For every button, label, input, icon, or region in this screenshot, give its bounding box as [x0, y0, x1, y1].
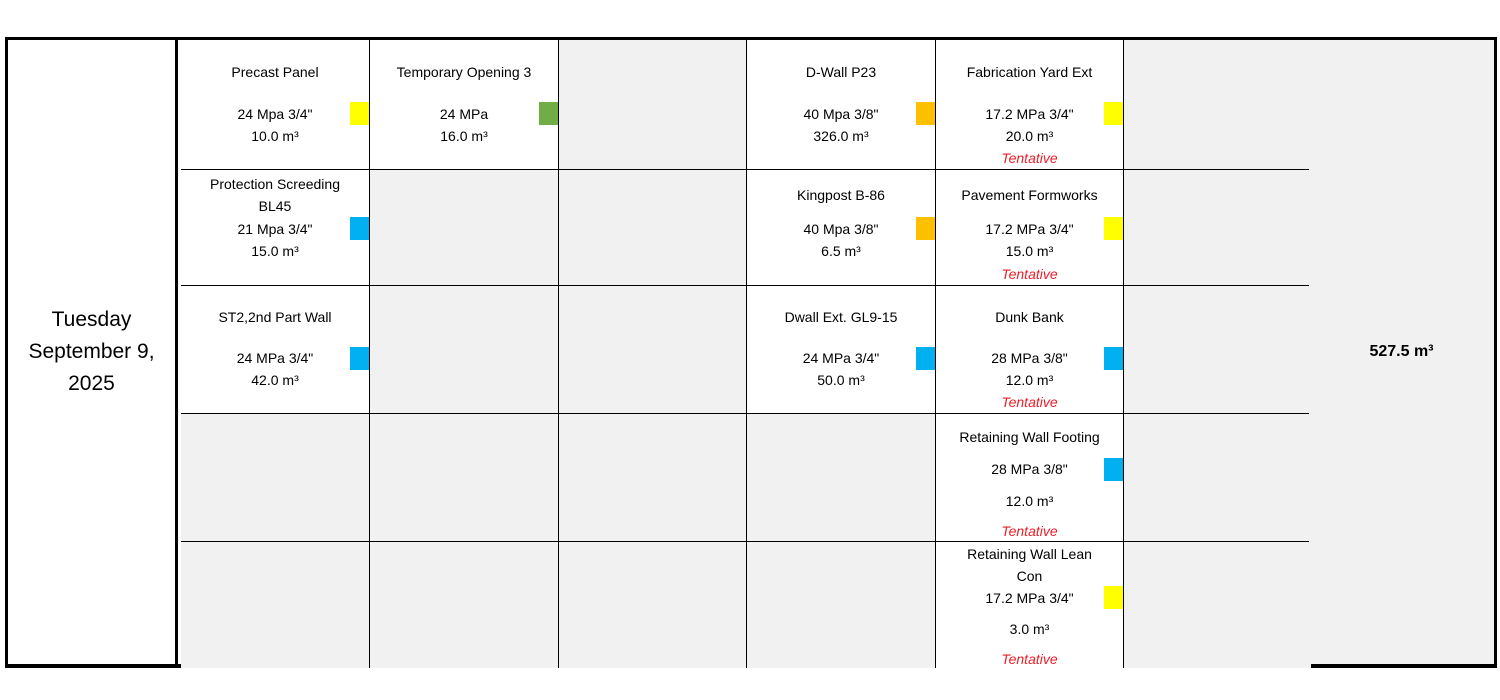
empty-cell — [181, 542, 370, 668]
pour-spec: 40 Mpa 3/8" — [803, 221, 879, 237]
empty-cell — [1124, 286, 1312, 414]
pour-cell-kingpost-b86[interactable]: Kingpost B-86 40 Mpa 3/8" 6.5 m³ — [747, 170, 936, 286]
tentative-label: Tentative — [1001, 150, 1058, 166]
pour-volume: 12.0 m³ — [1005, 493, 1054, 509]
pour-volume: 16.0 m³ — [440, 128, 488, 144]
empty-cell — [370, 542, 559, 668]
mix-color-swatch-orange — [916, 217, 935, 240]
pour-spec: 24 Mpa 3/4" — [237, 106, 313, 122]
date-year: 2025 — [68, 372, 115, 395]
pour-cell-dunk-bank[interactable]: Dunk Bank 28 MPa 3/8" 12.0 m³ Tentative — [936, 286, 1124, 414]
pour-spec: 17.2 MPa 3/4" — [985, 221, 1074, 237]
pour-title-line1: Retaining Wall Lean — [967, 546, 1092, 562]
empty-cell — [559, 170, 747, 286]
date-cell: Tuesday September 9, 2025 — [8, 40, 178, 664]
empty-cell — [370, 286, 559, 414]
empty-cell — [1124, 414, 1312, 542]
date-month-day: September 9, — [28, 340, 155, 363]
pour-spec: 24 MPa 3/4" — [236, 350, 314, 366]
pour-cell-fabrication-yard-ext[interactable]: Fabrication Yard Ext 17.2 MPa 3/4" 20.0 … — [936, 40, 1124, 170]
date-weekday: Tuesday — [51, 308, 132, 331]
pour-spec: 28 MPa 3/8" — [991, 461, 1068, 477]
empty-cell — [559, 40, 747, 170]
pour-title: Dwall Ext. GL9-15 — [784, 309, 898, 325]
pour-volume: 10.0 m³ — [251, 128, 299, 144]
tentative-label: Tentative — [1001, 651, 1058, 667]
pour-title-line1: Protection Screeding — [210, 176, 340, 192]
tentative-label: Tentative — [1001, 394, 1058, 410]
mix-color-swatch-blue — [1104, 458, 1123, 481]
pour-title: Fabrication Yard Ext — [966, 64, 1093, 80]
empty-cell — [1124, 170, 1312, 286]
mix-color-swatch-yellow — [350, 102, 369, 125]
tentative-label: Tentative — [1001, 266, 1058, 282]
mix-color-swatch-yellow — [1104, 102, 1123, 125]
mix-color-swatch-blue — [1104, 347, 1123, 370]
empty-cell — [747, 542, 936, 668]
empty-cell — [370, 414, 559, 542]
pour-title: Kingpost B-86 — [797, 187, 885, 203]
pour-volume: 20.0 m³ — [1005, 128, 1054, 144]
pour-cell-temporary-opening-3[interactable]: Temporary Opening 3 24 MPa 16.0 m³ — [370, 40, 559, 170]
pour-spec: 24 MPa — [439, 106, 489, 122]
pour-title: Temporary Opening 3 — [396, 64, 532, 80]
pour-volume: 12.0 m³ — [1005, 372, 1054, 388]
pour-spec: 17.2 MPa 3/4" — [985, 106, 1074, 122]
mix-color-swatch-blue — [350, 217, 369, 240]
pour-spec: 40 Mpa 3/8" — [803, 106, 879, 122]
pour-volume: 50.0 m³ — [817, 372, 865, 388]
pour-volume: 6.5 m³ — [821, 243, 861, 259]
empty-cell — [559, 414, 747, 542]
mix-color-swatch-green — [539, 102, 558, 125]
pour-spec: 24 MPa 3/4" — [802, 350, 880, 366]
pour-title: D-Wall P23 — [805, 64, 877, 80]
pour-cell-protection-screeding[interactable]: Protection Screeding BL45 21 Mpa 3/4" 15… — [181, 170, 370, 286]
mix-color-swatch-yellow — [1104, 586, 1123, 609]
pour-cell-pavement-formworks[interactable]: Pavement Formworks 17.2 MPa 3/4" 15.0 m³… — [936, 170, 1124, 286]
empty-cell — [370, 170, 559, 286]
mix-color-swatch-orange — [916, 102, 935, 125]
pour-cell-retaining-wall-lean-con[interactable]: Retaining Wall Lean Con 17.2 MPa 3/4" 3.… — [936, 542, 1124, 668]
pour-cell-precast-panel[interactable]: Precast Panel 24 Mpa 3/4" 10.0 m³ — [181, 40, 370, 170]
pour-cell-retaining-wall-footing[interactable]: Retaining Wall Footing 28 MPa 3/8" 12.0 … — [936, 414, 1124, 542]
pour-volume: 15.0 m³ — [1005, 243, 1054, 259]
empty-cell — [559, 542, 747, 668]
total-volume: 527.5 m³ — [1369, 343, 1434, 360]
pour-title-line2: BL45 — [258, 198, 292, 214]
pour-title: ST2,2nd Part Wall — [218, 309, 332, 325]
pour-spec: 17.2 MPa 3/4" — [985, 590, 1074, 606]
empty-cell — [1124, 542, 1312, 668]
pour-volume: 15.0 m³ — [251, 243, 299, 259]
tentative-label: Tentative — [1001, 523, 1058, 539]
pour-schedule-sheet: Tuesday September 9, 2025 Precast Panel … — [5, 37, 1497, 668]
mix-color-swatch-blue — [916, 347, 935, 370]
pour-title-line2: Con — [1016, 568, 1043, 584]
mix-color-swatch-blue — [350, 347, 369, 370]
pour-title: Dunk Bank — [995, 309, 1064, 325]
pour-title: Pavement Formworks — [961, 187, 1098, 203]
mix-color-swatch-yellow — [1104, 217, 1123, 240]
pour-volume: 3.0 m³ — [1009, 621, 1050, 637]
pour-cell-d-wall-p23[interactable]: D-Wall P23 40 Mpa 3/8" 326.0 m³ — [747, 40, 936, 170]
empty-cell — [1124, 40, 1312, 170]
pour-volume: 42.0 m³ — [251, 372, 299, 388]
pour-spec: 21 Mpa 3/4" — [237, 221, 313, 237]
pour-grid: Precast Panel 24 Mpa 3/4" 10.0 m³ Tempor… — [181, 40, 1312, 668]
pour-spec: 28 MPa 3/8" — [991, 350, 1068, 366]
pour-title: Precast Panel — [231, 64, 319, 80]
pour-cell-st2-part-wall[interactable]: ST2,2nd Part Wall 24 MPa 3/4" 42.0 m³ — [181, 286, 370, 414]
total-volume-cell: 527.5 m³ — [1309, 40, 1494, 664]
empty-cell — [559, 286, 747, 414]
empty-cell — [747, 414, 936, 542]
pour-cell-dwall-ext-gl9-15[interactable]: Dwall Ext. GL9-15 24 MPa 3/4" 50.0 m³ — [747, 286, 936, 414]
pour-title: Retaining Wall Footing — [959, 429, 1100, 445]
pour-volume: 326.0 m³ — [813, 128, 869, 144]
empty-cell — [181, 414, 370, 542]
